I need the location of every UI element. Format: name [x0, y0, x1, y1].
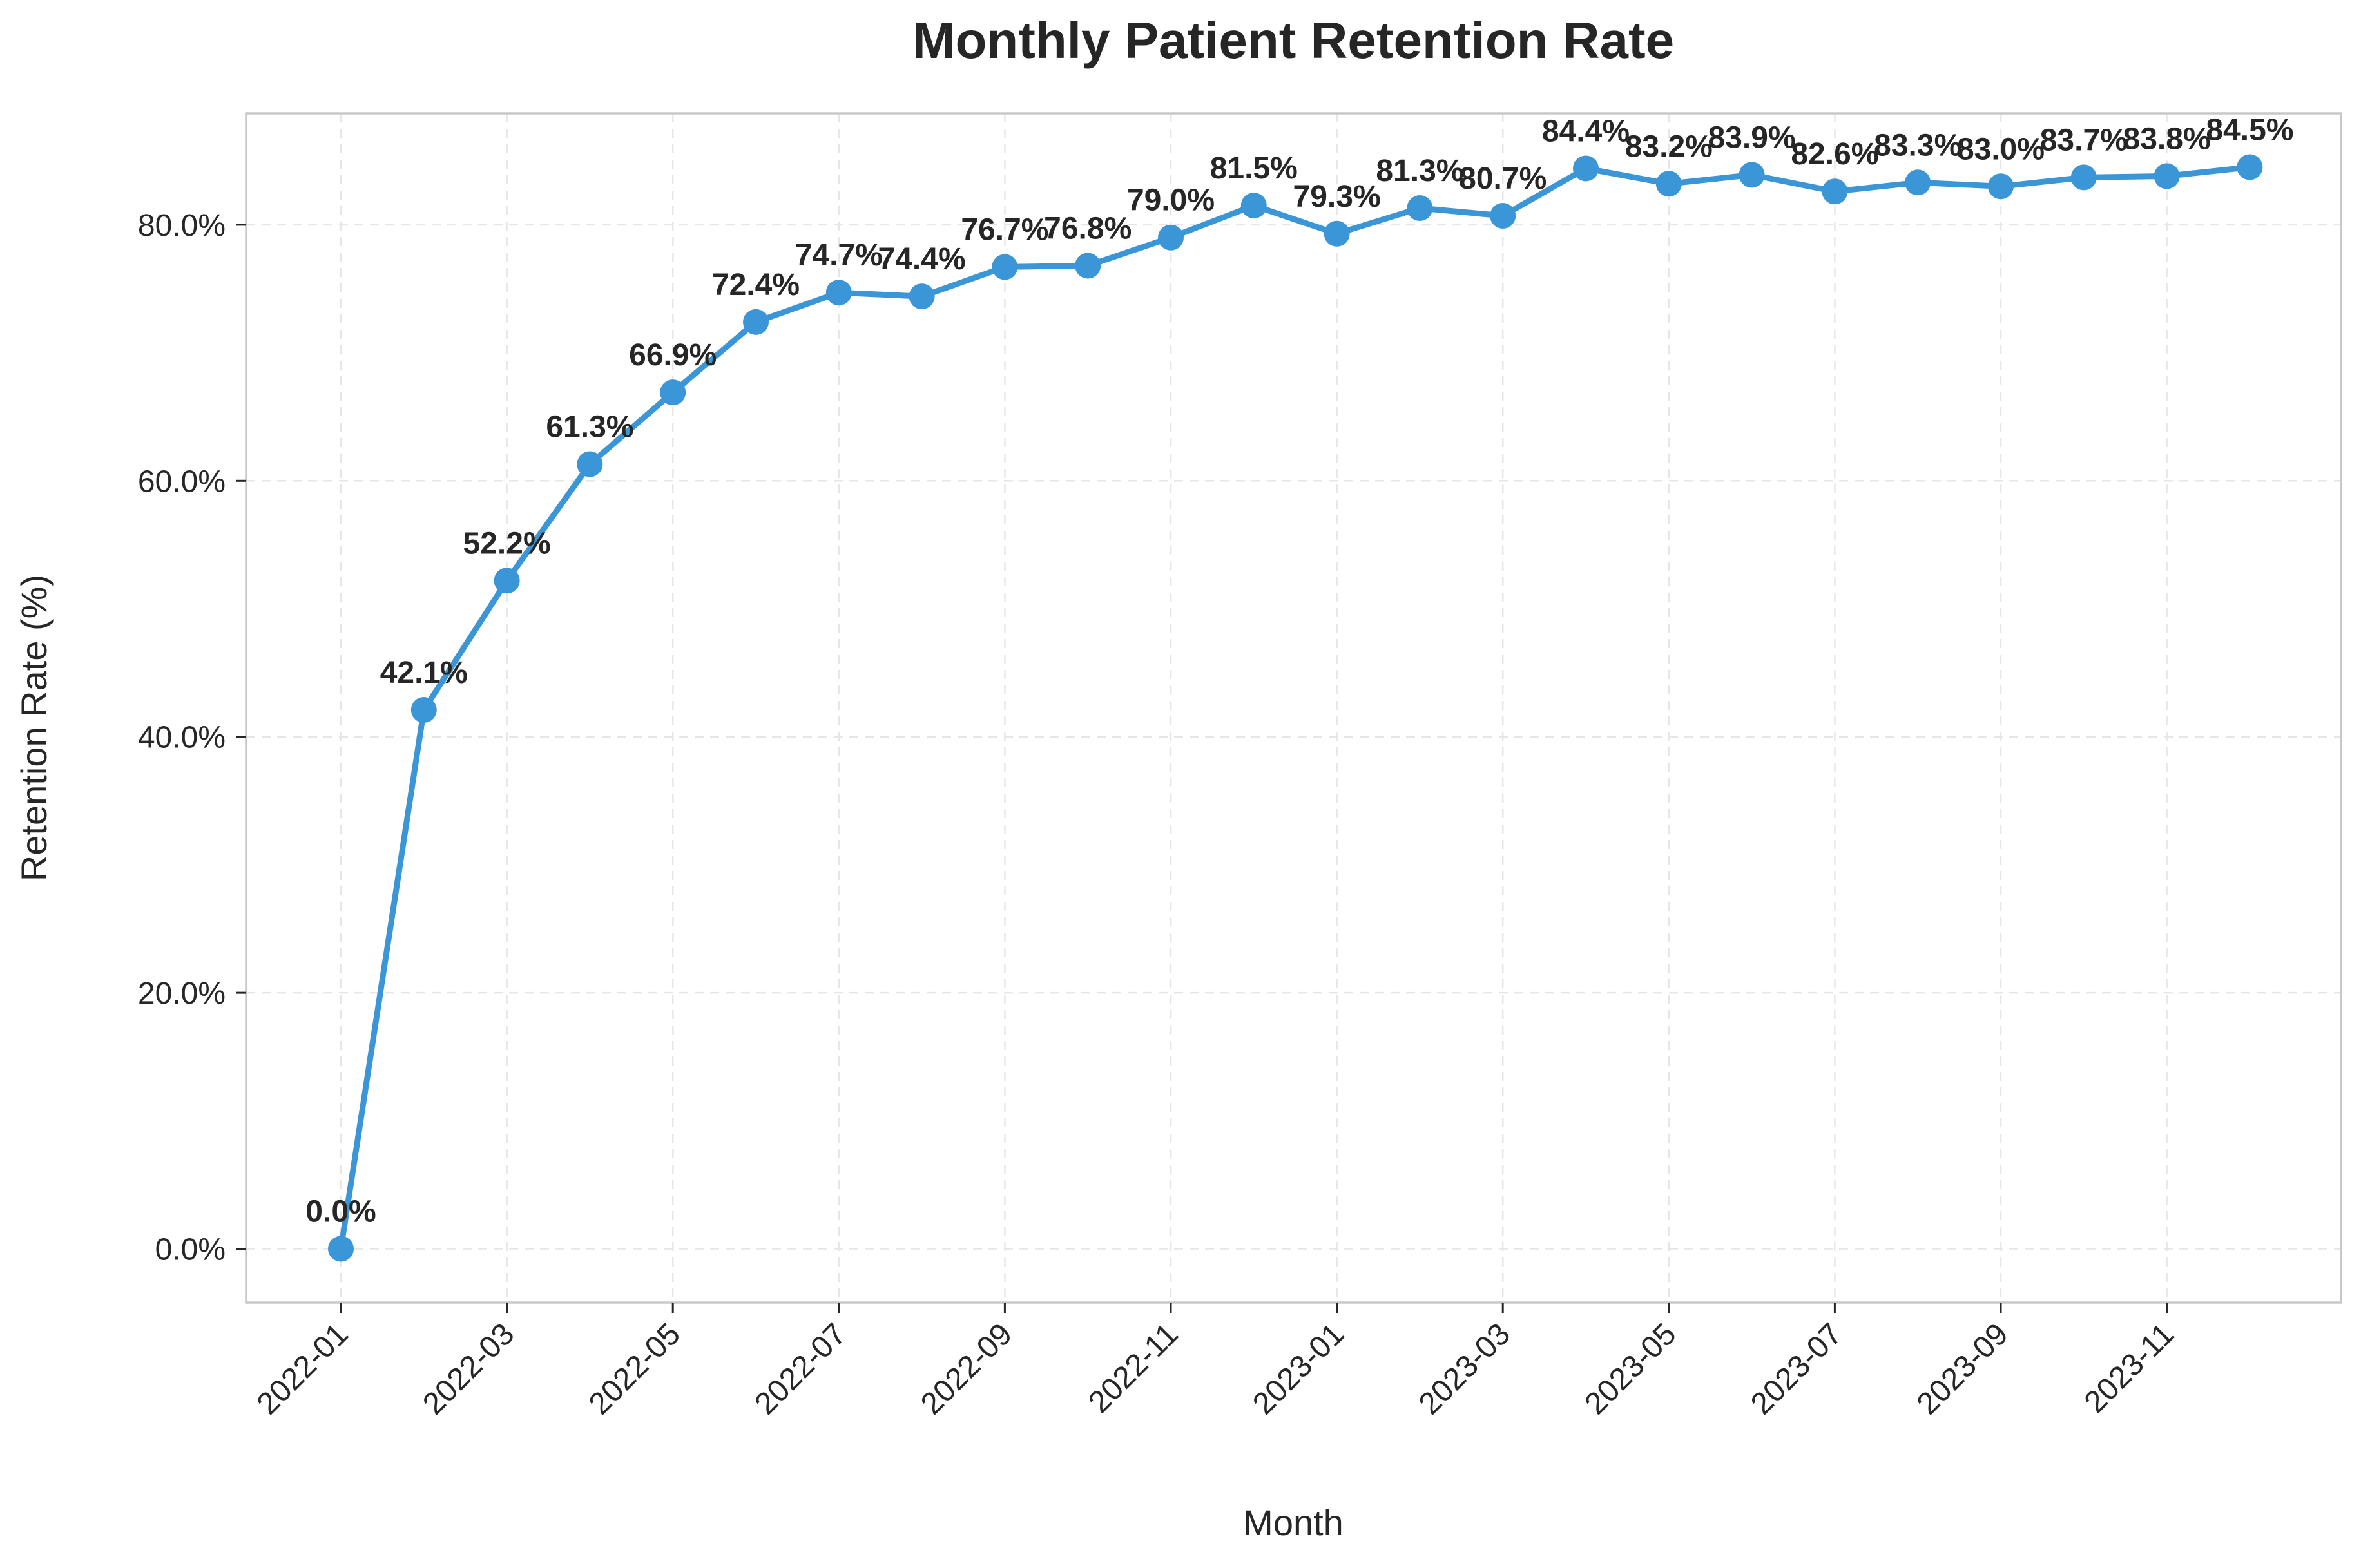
data-label: 83.8% — [2123, 122, 2211, 156]
data-label: 83.9% — [1708, 120, 1796, 155]
data-label: 83.0% — [1957, 132, 2045, 166]
data-label: 74.7% — [795, 238, 883, 272]
x-tick-label: 2022-07 — [749, 1317, 853, 1421]
data-point — [494, 568, 520, 594]
x-tick-label: 2023-07 — [1744, 1317, 1849, 1421]
data-point — [1573, 155, 1599, 182]
data-label: 76.8% — [1044, 211, 1132, 245]
series-layer — [328, 154, 2263, 1262]
data-labels-layer: 0.0%42.1%52.2%61.3%66.9%72.4%74.7%74.4%7… — [305, 113, 2293, 1229]
data-label: 81.3% — [1376, 154, 1463, 188]
y-tick-label: 20.0% — [138, 977, 226, 1011]
data-label: 42.1% — [380, 656, 468, 690]
data-label: 72.4% — [712, 268, 800, 302]
data-point — [1240, 193, 1267, 219]
data-point — [2237, 154, 2263, 180]
x-axis-label: Month — [1243, 1502, 1344, 1543]
data-label: 80.7% — [1459, 162, 1547, 196]
data-point — [2070, 164, 2097, 191]
data-label: 82.6% — [1791, 137, 1878, 171]
x-tick-label: 2023-11 — [2078, 1317, 2181, 1420]
data-label: 74.4% — [878, 242, 966, 276]
data-point — [1655, 171, 1682, 197]
data-label: 81.5% — [1210, 151, 1298, 186]
data-label: 84.4% — [1542, 114, 1630, 148]
data-point — [1905, 169, 1931, 196]
y-tick-label: 0.0% — [155, 1233, 226, 1267]
data-point — [577, 451, 603, 477]
data-point — [2154, 163, 2180, 189]
y-axis-label: Retention Rate (%) — [14, 575, 54, 881]
data-label: 76.7% — [961, 213, 1048, 247]
data-label: 79.3% — [1293, 180, 1381, 214]
data-label: 52.2% — [463, 526, 551, 560]
data-point — [743, 309, 769, 335]
x-tick-label: 2023-09 — [1911, 1317, 2015, 1421]
x-tick-label: 2022-11 — [1082, 1317, 1185, 1420]
data-point — [328, 1236, 354, 1262]
grid-layer — [246, 113, 2341, 1303]
x-tick-label: 2023-01 — [1246, 1317, 1351, 1421]
data-point — [909, 283, 935, 310]
data-point — [1075, 253, 1101, 279]
data-point — [1739, 162, 1765, 188]
plot-frame — [245, 112, 2342, 1304]
data-label: 83.3% — [1874, 128, 1961, 162]
x-tick-label: 2022-09 — [914, 1317, 1019, 1421]
data-point — [1407, 195, 1433, 222]
data-point — [825, 280, 852, 306]
data-point — [1324, 220, 1350, 247]
y-tick-label: 60.0% — [138, 464, 226, 499]
y-tick-label: 40.0% — [138, 721, 226, 755]
data-label: 83.7% — [2040, 123, 2128, 157]
data-label: 0.0% — [305, 1195, 376, 1229]
x-tick-label: 2023-05 — [1579, 1317, 1683, 1421]
x-tick-label: 2022-05 — [583, 1317, 687, 1421]
data-point — [410, 696, 437, 723]
x-tick-label: 2022-03 — [416, 1317, 521, 1421]
data-point — [1490, 202, 1516, 229]
x-tick-label: 2022-01 — [251, 1317, 355, 1421]
data-point — [1822, 178, 1848, 205]
series-line — [338, 164, 2253, 1252]
data-point — [660, 379, 686, 406]
data-label: 79.0% — [1127, 184, 1215, 218]
data-point — [992, 254, 1018, 280]
data-point — [1158, 224, 1184, 251]
y-tick-label: 80.0% — [138, 209, 226, 243]
data-label: 84.5% — [2206, 113, 2293, 147]
ticks-layer: 0.0% 20.0% 40.0% 60.0% 80.0% 2022-01 2022-03 20… — [138, 209, 2181, 1421]
chart-title: Monthly Patient Retention Rate — [912, 12, 1674, 69]
data-label: 61.3% — [546, 410, 633, 444]
data-point — [1988, 173, 2014, 200]
x-tick-label: 2023-03 — [1412, 1317, 1517, 1421]
data-label: 66.9% — [629, 338, 717, 372]
data-label: 83.2% — [1625, 129, 1713, 164]
